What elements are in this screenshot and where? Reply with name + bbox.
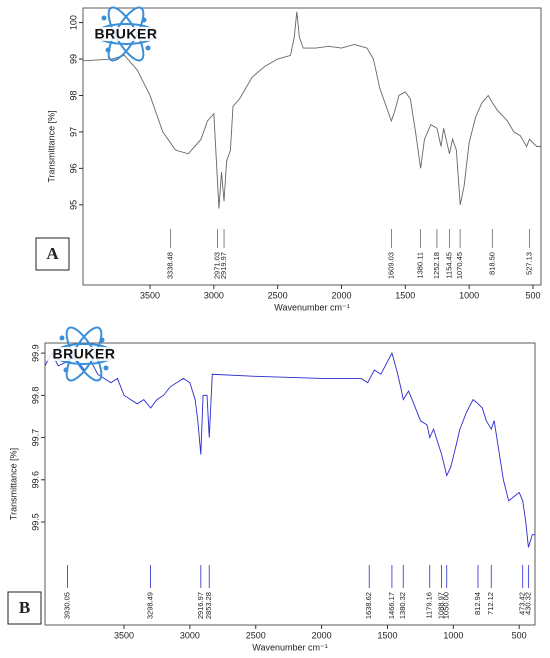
- y-tick-label: 100: [68, 15, 78, 30]
- x-tick-label: 1500: [395, 290, 415, 300]
- peak-label: 1179.16: [425, 592, 434, 619]
- y-tick-label: 99: [68, 54, 78, 64]
- logo-dot: [99, 337, 105, 343]
- peak-label: 3338.48: [166, 252, 175, 279]
- panel-box: [7, 591, 42, 625]
- y-tick-label: 99.8: [30, 387, 40, 405]
- peak-label: 1380.32: [398, 592, 407, 619]
- x-tick-label: 2000: [331, 290, 351, 300]
- logo-band: [88, 27, 166, 41]
- x-tick-label: 500: [512, 630, 527, 640]
- panel-label: A: [46, 244, 59, 263]
- y-tick-label: 99.5: [30, 513, 40, 531]
- logo-dot: [145, 45, 151, 51]
- spectrum-line: [82, 11, 541, 209]
- peak-label: 2853.28: [204, 592, 213, 619]
- logo-dot: [105, 47, 111, 53]
- x-tick-label: 1000: [459, 290, 479, 300]
- peak-label: 3930.05: [62, 592, 71, 619]
- x-tick-label: 2000: [312, 630, 332, 640]
- logo-text: BRUKER: [95, 26, 158, 42]
- y-tick-label: 97: [68, 127, 78, 137]
- y-tick-label: 99.9: [30, 344, 40, 362]
- peak-label: 1088.97: [437, 592, 446, 619]
- peak-label: 473.42: [518, 592, 527, 615]
- peak-label: 1154.45: [444, 252, 453, 279]
- y-tick-label: 99.7: [30, 429, 40, 447]
- peak-label: 1252.18: [432, 252, 441, 279]
- logo-dot: [63, 367, 69, 373]
- peak-label: 527.13: [524, 252, 533, 275]
- logo-dot: [103, 365, 109, 371]
- y-tick-label: 98: [68, 90, 78, 100]
- panel-label: B: [19, 598, 30, 617]
- x-axis-label: Wavenumber cm⁻¹: [274, 302, 349, 312]
- peak-label: 3298.49: [146, 592, 155, 619]
- x-tick-label: 2500: [246, 630, 266, 640]
- x-axis-label: Wavenumber cm⁻¹: [252, 642, 327, 652]
- x-tick-label: 2500: [268, 290, 288, 300]
- y-tick-label: 96: [68, 163, 78, 173]
- logo-text: BRUKER: [53, 346, 116, 362]
- y-tick-label: 99.6: [30, 471, 40, 489]
- peak-label: 1070.45: [455, 252, 464, 279]
- y-axis-label: Transmittance [%]: [46, 110, 56, 182]
- peak-label: 430.32: [523, 592, 532, 615]
- x-tick-label: 1500: [377, 630, 397, 640]
- x-tick-label: 500: [525, 290, 540, 300]
- logo-dot: [101, 15, 107, 21]
- x-tick-label: 3500: [114, 630, 134, 640]
- peak-label: 1380.11: [416, 252, 425, 279]
- logo-dot: [59, 335, 65, 341]
- y-axis-label: Transmittance [%]: [8, 448, 18, 520]
- peak-label: 712.12: [486, 592, 495, 615]
- x-tick-label: 3500: [140, 290, 160, 300]
- plot-frame: [44, 342, 536, 626]
- x-tick-label: 3000: [180, 630, 200, 640]
- peak-label: 1638.62: [364, 592, 373, 619]
- peak-label: 818.50: [487, 252, 496, 275]
- peak-label: 812.94: [473, 592, 482, 615]
- panel-box: [35, 237, 70, 271]
- peak-label: 1609.03: [386, 252, 395, 279]
- peak-label: 1050.00: [442, 592, 451, 619]
- logo-dot: [141, 17, 147, 23]
- x-tick-label: 1000: [443, 630, 463, 640]
- plot-frame: [82, 7, 542, 286]
- peak-label: 2916.97: [196, 592, 205, 619]
- peak-label: 2919.97: [219, 252, 228, 279]
- spectrum-line: [44, 351, 535, 548]
- y-tick-label: 95: [68, 200, 78, 210]
- peak-label: 1466.17: [387, 592, 396, 619]
- logo-band: [46, 347, 124, 361]
- peak-label: 2971.03: [213, 252, 222, 279]
- x-tick-label: 3000: [204, 290, 224, 300]
